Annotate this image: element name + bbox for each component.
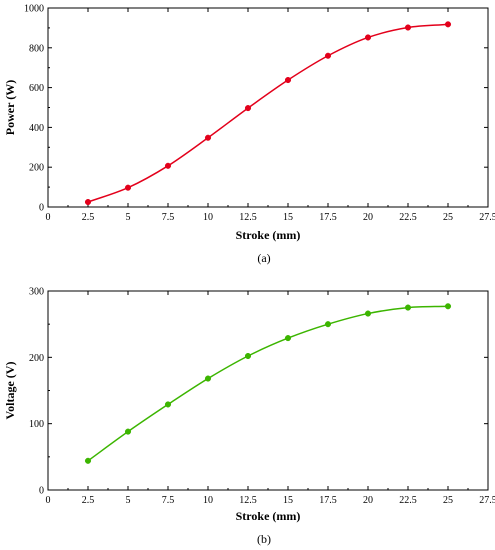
x-tick-label: 27.5 [479,495,495,506]
x-axis-label: Stroke (mm) [236,228,301,242]
y-tick-label: 400 [29,123,44,134]
series-line [87,305,449,462]
data-point [124,184,132,191]
data-point [284,76,292,84]
data-point [404,304,412,311]
panel-caption: (a) [257,251,270,265]
data-point [244,352,252,360]
data-point [84,457,92,464]
plot-frame [47,7,489,208]
x-tick-label: 5 [126,212,131,223]
y-axis-label: Power (W) [3,80,17,135]
x-axis-label: Stroke (mm) [236,509,301,523]
panel-caption: (b) [257,532,271,546]
y-tick-label: 300 [29,287,44,298]
data-point [364,34,372,41]
data-point [84,198,92,206]
data-point [204,375,212,382]
x-tick-label: 0 [46,212,51,223]
chart-panel-power: 0 2.5 5 7.5 10 12.5 15 17.5 20 22.5 25 27.5 0 200 400 6… [3,4,495,266]
y-tick-label: 600 [29,83,44,94]
data-point [364,310,372,317]
data-point [324,321,332,328]
y-tick-label: 0 [39,203,44,214]
y-tick-label: 200 [29,353,44,364]
x-tick-label: 10 [203,495,213,506]
x-tick-label: 22.5 [399,212,417,223]
x-tick-label: 22.5 [399,495,417,506]
data-point [284,335,292,342]
x-tick-label: 12.5 [239,495,257,506]
data-point [164,401,172,408]
x-tick-label: 0 [46,495,51,506]
x-tick-label: 7.5 [162,212,175,223]
x-tick-label: 17.5 [319,495,337,506]
y-axis-label: Voltage (V) [3,362,17,420]
x-tick-label: 15 [283,495,293,506]
x-tick-label: 20 [363,212,373,223]
x-tick-label: 25 [443,212,453,223]
x-tick-label: 25 [443,495,453,506]
data-point [124,428,132,435]
series-line [87,23,449,203]
y-tick-label: 1000 [24,4,44,15]
data-point [444,303,452,310]
x-tick-label: 2.5 [82,212,95,223]
x-tick-label: 10 [203,212,213,223]
data-point [444,21,452,28]
x-tick-label: 2.5 [82,495,95,506]
x-tick-label: 15 [283,212,293,223]
x-tick-label: 27.5 [479,212,495,223]
x-tick-label: 12.5 [239,212,257,223]
y-tick-label: 800 [29,43,44,54]
x-tick-label: 20 [363,495,373,506]
chart-panel-voltage: 0 2.5 5 7.5 10 12.5 15 17.5 20 22.5 25 27.5 0 100 200 3… [3,287,495,547]
data-point [204,134,212,141]
plot-frame [47,290,489,491]
x-tick-label: 7.5 [162,495,175,506]
y-tick-label: 0 [39,486,44,497]
data-point [164,162,172,169]
y-tick-label: 100 [29,419,44,430]
data-point [324,52,332,59]
data-point [244,105,252,112]
x-tick-label: 5 [126,495,131,506]
y-tick-label: 200 [29,163,44,174]
x-tick-label: 17.5 [319,212,337,223]
data-point [404,24,412,31]
